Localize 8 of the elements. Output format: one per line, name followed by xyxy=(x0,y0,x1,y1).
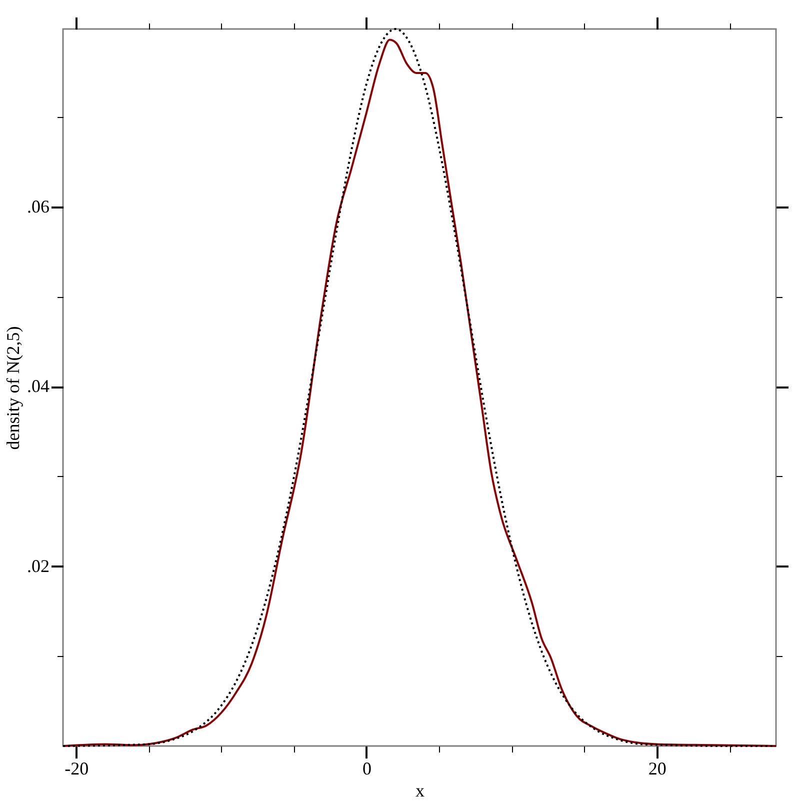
y-tick-label: .04 xyxy=(27,376,50,396)
x-tick-label: 20 xyxy=(648,758,666,778)
y-tick-label: .02 xyxy=(27,556,50,576)
x-axis-title: x xyxy=(416,780,424,800)
x-tick-label: -20 xyxy=(64,758,89,778)
y-tick-label: .06 xyxy=(27,196,50,216)
x-tick-label: 0 xyxy=(362,758,372,778)
y-axis-title: density of N(2,5) xyxy=(3,326,23,450)
